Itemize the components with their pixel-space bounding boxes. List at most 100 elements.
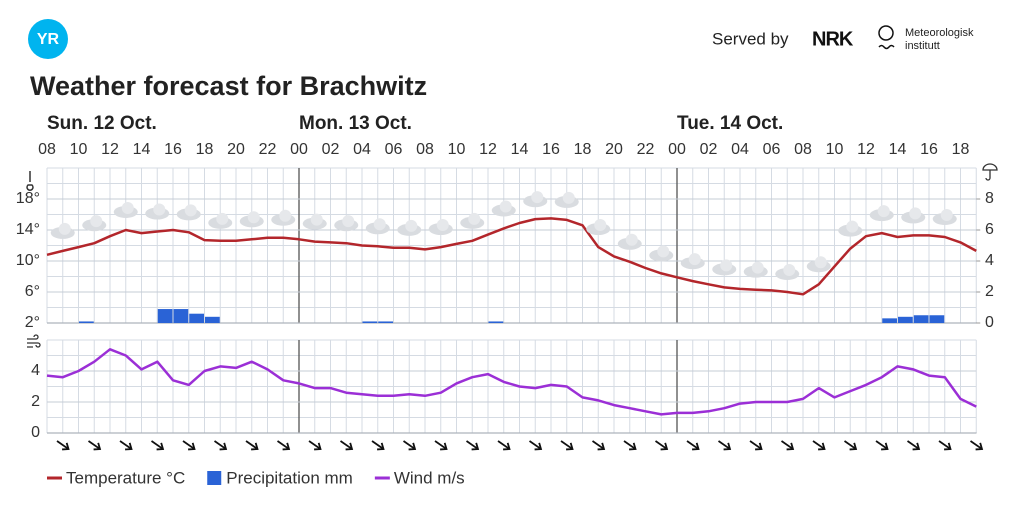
arrow bbox=[213, 440, 228, 451]
wind-arrow bbox=[434, 440, 448, 451]
wind-icon bbox=[27, 334, 41, 348]
wind-arrow bbox=[371, 440, 385, 451]
arrow bbox=[434, 440, 448, 451]
y-tick-label: 18° bbox=[16, 190, 40, 207]
x-tick-label: 00 bbox=[290, 141, 308, 158]
x-tick-label: 08 bbox=[416, 141, 434, 158]
cloud bbox=[909, 207, 922, 220]
x-tick-label: 08 bbox=[38, 141, 56, 158]
wind-arrow bbox=[843, 440, 858, 451]
x-tick-label: 10 bbox=[70, 141, 88, 158]
cloud bbox=[720, 259, 733, 272]
wind-arrow bbox=[560, 440, 574, 451]
arrow bbox=[56, 440, 70, 451]
wind-arrow bbox=[654, 440, 669, 451]
arrow bbox=[749, 440, 763, 451]
thermometer-icon bbox=[26, 171, 34, 191]
x-tick-label: 08 bbox=[794, 141, 812, 158]
cloud bbox=[58, 222, 71, 235]
arrow bbox=[812, 440, 826, 451]
precipitation-bar bbox=[79, 321, 94, 323]
cloud bbox=[562, 191, 575, 204]
wind-arrow bbox=[717, 440, 732, 451]
wind-arrow bbox=[623, 440, 637, 451]
cloud bbox=[688, 253, 701, 266]
y2-tick-label: 4 bbox=[985, 252, 994, 269]
arrow bbox=[245, 440, 259, 451]
cloud bbox=[90, 215, 103, 228]
weather-icon bbox=[617, 233, 642, 250]
x-tick-label: 14 bbox=[889, 141, 907, 158]
cloud bbox=[783, 264, 796, 276]
day-label: Mon. 13 Oct. bbox=[299, 113, 412, 134]
wind-arrow bbox=[245, 440, 259, 451]
arrow bbox=[497, 440, 511, 451]
series-line bbox=[46, 348, 977, 416]
precipitation-bar bbox=[189, 313, 204, 323]
arrow bbox=[969, 440, 984, 451]
wind-arrow bbox=[780, 440, 795, 451]
x-tick-label: 18 bbox=[574, 141, 592, 158]
cloud bbox=[342, 215, 355, 228]
arrow bbox=[402, 440, 417, 451]
arrow bbox=[528, 440, 543, 451]
chart-title: Weather forecast for Brachwitz bbox=[30, 71, 427, 101]
wind-arrow bbox=[213, 440, 228, 451]
weather-icon bbox=[712, 259, 737, 276]
x-tick-label: 22 bbox=[259, 141, 277, 158]
y-tick-label: 14° bbox=[16, 221, 40, 238]
weather-icon bbox=[460, 212, 485, 229]
wind-arrow bbox=[150, 440, 165, 451]
arrow bbox=[465, 440, 480, 451]
y-tick-label: 2 bbox=[31, 393, 40, 410]
weather-icon bbox=[523, 191, 548, 208]
wind-arrow bbox=[528, 440, 543, 451]
cloud bbox=[436, 219, 449, 232]
y2-tick-label: 0 bbox=[985, 314, 994, 331]
arrow bbox=[150, 440, 165, 451]
arrow bbox=[843, 440, 858, 451]
wind-arrow bbox=[938, 440, 952, 451]
precipitation-bar bbox=[362, 321, 378, 323]
legend-label: Wind m/s bbox=[394, 468, 465, 487]
wind-arrow bbox=[749, 440, 763, 451]
cloud bbox=[814, 256, 827, 269]
arrow bbox=[339, 440, 354, 451]
y2-tick-label: 8 bbox=[985, 190, 994, 207]
arrow bbox=[875, 440, 889, 451]
legend-swatch bbox=[207, 471, 222, 485]
cloud bbox=[657, 245, 670, 258]
arrow bbox=[591, 440, 606, 451]
wind-arrow bbox=[402, 440, 417, 451]
y-tick-label: 10° bbox=[16, 252, 40, 269]
x-tick-label: 12 bbox=[479, 141, 497, 158]
cloud bbox=[877, 205, 890, 218]
weather-icon bbox=[554, 191, 579, 208]
cloud bbox=[247, 211, 260, 224]
met-name: Meteorologisk bbox=[905, 27, 974, 39]
cloud bbox=[531, 191, 544, 204]
cloud bbox=[184, 204, 197, 217]
cloud bbox=[846, 220, 859, 233]
wind-arrow bbox=[497, 440, 511, 451]
precipitation-bar bbox=[929, 315, 945, 323]
x-tick-label: 10 bbox=[826, 141, 844, 158]
cloud bbox=[216, 212, 229, 225]
weather-icon bbox=[176, 204, 201, 221]
wind-arrow bbox=[812, 440, 826, 451]
x-tick-label: 22 bbox=[637, 141, 655, 158]
x-tick-label: 16 bbox=[542, 141, 560, 158]
x-tick-label: 10 bbox=[448, 141, 466, 158]
weather-icon bbox=[491, 200, 516, 217]
weather-icon bbox=[806, 256, 831, 273]
yr-logo bbox=[28, 19, 68, 59]
weather-icon bbox=[901, 207, 926, 224]
weather-icon bbox=[743, 261, 768, 278]
precipitation-bar bbox=[157, 309, 173, 323]
x-tick-label: 14 bbox=[133, 141, 151, 158]
weather-icon bbox=[113, 202, 138, 218]
series-line bbox=[46, 217, 977, 296]
legend-label: Temperature °C bbox=[66, 468, 185, 487]
y2-tick-label: 6 bbox=[985, 221, 994, 238]
